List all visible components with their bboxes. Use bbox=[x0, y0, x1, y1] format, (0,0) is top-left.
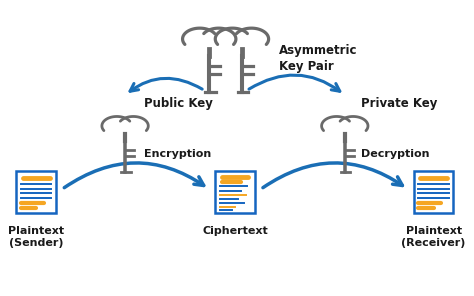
Text: Decryption: Decryption bbox=[361, 149, 429, 159]
Text: Plaintext
(Sender): Plaintext (Sender) bbox=[8, 226, 64, 248]
Text: Asymmetric
Key Pair: Asymmetric Key Pair bbox=[279, 44, 358, 73]
FancyBboxPatch shape bbox=[17, 171, 56, 213]
FancyBboxPatch shape bbox=[215, 171, 255, 213]
Text: Plaintext
(Receiver): Plaintext (Receiver) bbox=[401, 226, 466, 248]
Text: Ciphertext: Ciphertext bbox=[202, 226, 268, 236]
Text: Encryption: Encryption bbox=[144, 149, 211, 159]
FancyBboxPatch shape bbox=[414, 171, 454, 213]
Text: Private Key: Private Key bbox=[361, 97, 438, 110]
Text: Public Key: Public Key bbox=[144, 97, 213, 110]
